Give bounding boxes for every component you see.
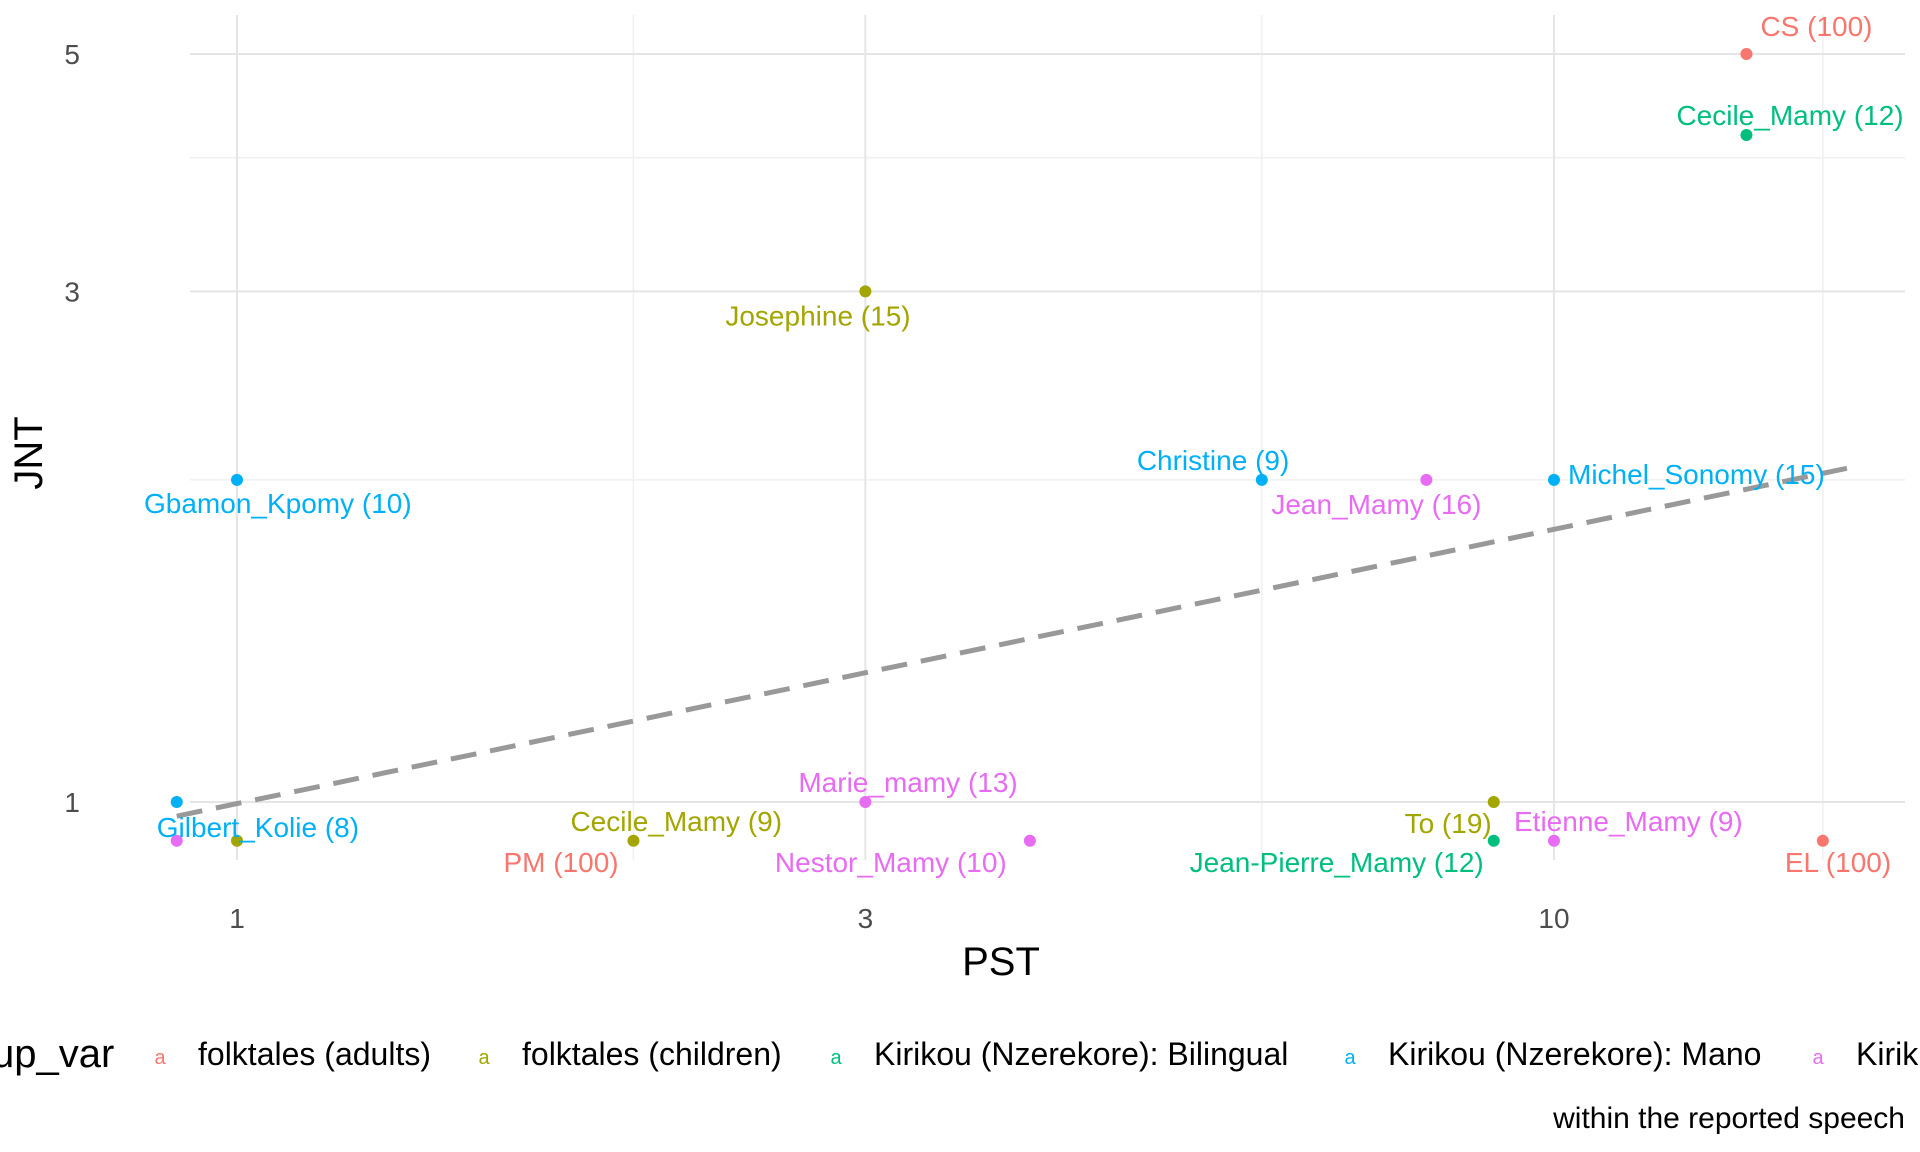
point-label-9: Gilbert_Kolie (8): [157, 812, 359, 843]
point-17: [1816, 834, 1829, 847]
legend-label-0: folktales (adults): [198, 1036, 431, 1072]
x-axis-title: PST: [962, 940, 1040, 984]
point-4: [1255, 473, 1268, 486]
point-label-17: EL (100): [1785, 847, 1891, 878]
y-tick-label-1: 3: [64, 276, 80, 307]
point-12: [627, 834, 640, 847]
y-axis-title: JNT: [7, 416, 51, 489]
legend-caption: within the reported speech: [1552, 1102, 1905, 1135]
point-label-16: Etienne_Mamy (9): [1514, 806, 1743, 837]
trend-line-layer: [176, 463, 1859, 819]
point-labels: CS (100) Cecile_Mamy (12) Josephine (15) Gb…: [144, 11, 1904, 878]
x-tick-label-2: 10: [1538, 903, 1569, 934]
point-label-14: Nestor_Mamy (10): [775, 847, 1007, 878]
legend-key-1: a: [478, 1047, 490, 1069]
legend-label-1: folktales (children): [522, 1036, 782, 1072]
point-2: [859, 285, 872, 298]
point-15: [1487, 834, 1500, 847]
legend-label-2: Kirikou (Nzerekore): Bilingual: [874, 1036, 1288, 1072]
point-14: [1023, 834, 1036, 847]
point-9: [170, 796, 183, 808]
point-11: [231, 834, 243, 847]
point-label-6: Michel_Sonomy (15): [1568, 459, 1825, 490]
legend-label-3: Kirikou (Nzerekore): Mano: [1388, 1036, 1761, 1072]
point-label-7: Marie_mamy (13): [798, 767, 1017, 798]
x-axis-ticks: 1 3 10: [229, 903, 1569, 934]
point-10: [170, 834, 183, 847]
point-3: [231, 473, 243, 486]
legend-key-0: a: [154, 1047, 166, 1069]
legend-key-2: a: [830, 1047, 842, 1069]
point-6: [1548, 473, 1560, 486]
point-label-12: Cecile_Mamy (9): [570, 806, 782, 837]
y-axis-ticks: 1 3 5: [64, 39, 80, 818]
grid-lines: [190, 15, 1905, 860]
point-0: [1740, 48, 1753, 60]
point-label-15: Jean-Pierre_Mamy (12): [1190, 847, 1484, 878]
legend-title: up_var: [0, 1032, 114, 1076]
point-5: [1420, 473, 1433, 486]
data-points: [170, 48, 1829, 847]
point-label-0: CS (100): [1760, 11, 1872, 42]
point-label-13: PM (100): [503, 847, 618, 878]
trend-line: [176, 463, 1859, 819]
point-1: [1740, 129, 1753, 142]
legend: up_var a folktales (adults) a folktales (ch…: [0, 1032, 1919, 1076]
point-label-4: Christine (9): [1137, 445, 1289, 476]
point-16: [1548, 834, 1560, 847]
legend-label-4: Kirik: [1856, 1036, 1919, 1072]
y-tick-label-2: 5: [64, 39, 80, 70]
x-tick-label-0: 1: [229, 903, 245, 934]
point-7: [859, 796, 872, 808]
point-label-5: Jean_Mamy (16): [1271, 489, 1481, 520]
point-label-3: Gbamon_Kpomy (10): [144, 488, 412, 519]
point-label-1: Cecile_Mamy (12): [1676, 100, 1903, 131]
point-8: [1487, 796, 1500, 808]
legend-key-3: a: [1344, 1047, 1356, 1069]
x-tick-label-1: 3: [858, 903, 874, 934]
y-tick-label-0: 1: [64, 787, 80, 818]
point-label-2: Josephine (15): [725, 300, 910, 331]
legend-key-4: a: [1812, 1047, 1824, 1069]
point-label-8: To (19): [1405, 808, 1492, 839]
